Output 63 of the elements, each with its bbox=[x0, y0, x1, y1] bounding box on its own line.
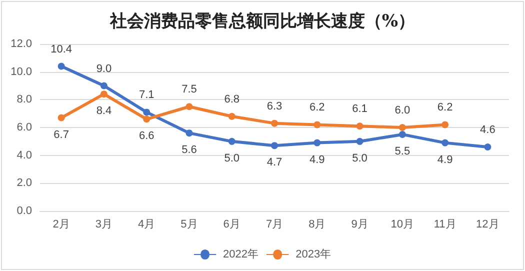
point bbox=[100, 90, 108, 98]
point bbox=[484, 143, 492, 150]
data-label: 4.9 bbox=[309, 154, 325, 166]
point bbox=[58, 114, 65, 122]
x-tick-label: 3月 bbox=[95, 218, 113, 230]
data-label: 6.6 bbox=[138, 130, 154, 142]
data-label: 10.4 bbox=[50, 43, 72, 56]
y-tick-label: 4.0 bbox=[16, 149, 32, 162]
x-tick-label: 9月 bbox=[351, 218, 368, 230]
data-label: 8.4 bbox=[96, 105, 112, 118]
data-label: 6.1 bbox=[352, 103, 368, 116]
x-tick-label: 8月 bbox=[308, 218, 326, 230]
point bbox=[100, 82, 108, 90]
data-label: 4.7 bbox=[266, 156, 282, 169]
point bbox=[442, 121, 449, 128]
data-label: 4.6 bbox=[480, 124, 496, 136]
x-tick-label: 4月 bbox=[138, 218, 156, 230]
y-tick-label: 12.0 bbox=[10, 38, 32, 50]
data-label: 6.2 bbox=[437, 102, 453, 114]
x-tick-label: 6月 bbox=[223, 218, 240, 230]
point bbox=[356, 122, 364, 130]
x-tick-label: 11月 bbox=[434, 218, 456, 230]
point bbox=[314, 139, 321, 146]
x-tick-label: 7月 bbox=[266, 218, 284, 230]
data-label: 5.0 bbox=[352, 152, 368, 164]
y-tick-label: 2.0 bbox=[16, 177, 32, 190]
x-tick-label: 5月 bbox=[180, 218, 198, 230]
data-label: 7.1 bbox=[138, 89, 154, 102]
legend-label: 2022年 bbox=[223, 248, 259, 260]
x-tick-label: 10月 bbox=[390, 218, 414, 230]
point bbox=[58, 62, 65, 70]
point bbox=[228, 112, 236, 120]
point bbox=[186, 103, 193, 110]
data-label: 6.0 bbox=[394, 104, 410, 116]
point bbox=[398, 130, 406, 138]
y-tick-label: 6.0 bbox=[16, 122, 32, 134]
y-tick-label: 8.0 bbox=[16, 94, 32, 106]
y-tick-label: 0.0 bbox=[16, 205, 32, 217]
point bbox=[398, 124, 406, 131]
data-label: 5.0 bbox=[224, 152, 240, 164]
point bbox=[271, 120, 278, 127]
data-label: 6.7 bbox=[54, 128, 69, 141]
point bbox=[143, 116, 150, 123]
point bbox=[143, 108, 150, 116]
data-label: 9.0 bbox=[96, 62, 112, 75]
point bbox=[271, 142, 278, 150]
data-label: 6.8 bbox=[224, 93, 240, 106]
x-tick-label: 12月 bbox=[476, 218, 500, 230]
point bbox=[356, 138, 364, 145]
data-label: 6.2 bbox=[309, 102, 325, 114]
data-label: 4.9 bbox=[437, 154, 453, 166]
data-label: 5.5 bbox=[394, 145, 410, 158]
data-label: 5.6 bbox=[182, 144, 197, 156]
data-label: 7.5 bbox=[182, 84, 197, 96]
y-tick-label: 10.0 bbox=[10, 66, 32, 78]
data-label: 6.3 bbox=[266, 100, 282, 112]
point bbox=[186, 130, 193, 137]
point bbox=[314, 121, 321, 128]
point bbox=[442, 139, 449, 146]
legend-label: 2023年 bbox=[296, 248, 332, 260]
chart-title: 社会消费品零售总额同比增长速度（%） bbox=[108, 12, 416, 32]
point bbox=[228, 138, 236, 145]
x-tick-label: 2月 bbox=[52, 218, 70, 230]
